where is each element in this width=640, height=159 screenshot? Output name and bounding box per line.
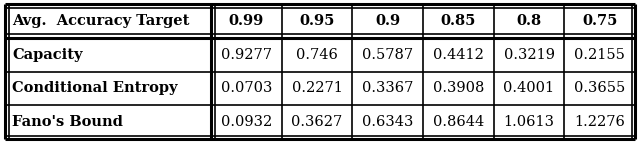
Text: 0.75: 0.75 xyxy=(582,14,618,28)
Text: 0.3655: 0.3655 xyxy=(574,81,625,95)
Text: 0.95: 0.95 xyxy=(300,14,335,28)
Text: 0.8: 0.8 xyxy=(516,14,541,28)
Text: 0.9: 0.9 xyxy=(375,14,400,28)
Text: 0.3908: 0.3908 xyxy=(433,81,484,95)
Text: 0.4001: 0.4001 xyxy=(504,81,555,95)
Text: 0.8644: 0.8644 xyxy=(433,115,484,129)
Text: 0.2271: 0.2271 xyxy=(292,81,342,95)
Text: Avg.  Accuracy Target: Avg. Accuracy Target xyxy=(13,14,190,28)
Text: 0.2155: 0.2155 xyxy=(574,48,625,62)
Text: 1.0613: 1.0613 xyxy=(504,115,554,129)
Text: Conditional Entropy: Conditional Entropy xyxy=(13,81,178,95)
Text: 0.3219: 0.3219 xyxy=(504,48,554,62)
Text: 0.99: 0.99 xyxy=(228,14,264,28)
Text: 0.746: 0.746 xyxy=(296,48,338,62)
Text: 0.3627: 0.3627 xyxy=(291,115,342,129)
Text: 0.5787: 0.5787 xyxy=(362,48,413,62)
Text: 0.85: 0.85 xyxy=(441,14,476,28)
Text: Capacity: Capacity xyxy=(13,48,83,62)
Text: Fano's Bound: Fano's Bound xyxy=(13,115,124,129)
Text: 0.0703: 0.0703 xyxy=(221,81,272,95)
Text: 0.4412: 0.4412 xyxy=(433,48,484,62)
Text: 0.3367: 0.3367 xyxy=(362,81,413,95)
Text: 0.6343: 0.6343 xyxy=(362,115,413,129)
Text: 1.2276: 1.2276 xyxy=(574,115,625,129)
Text: 0.0932: 0.0932 xyxy=(221,115,272,129)
Text: 0.9277: 0.9277 xyxy=(221,48,272,62)
